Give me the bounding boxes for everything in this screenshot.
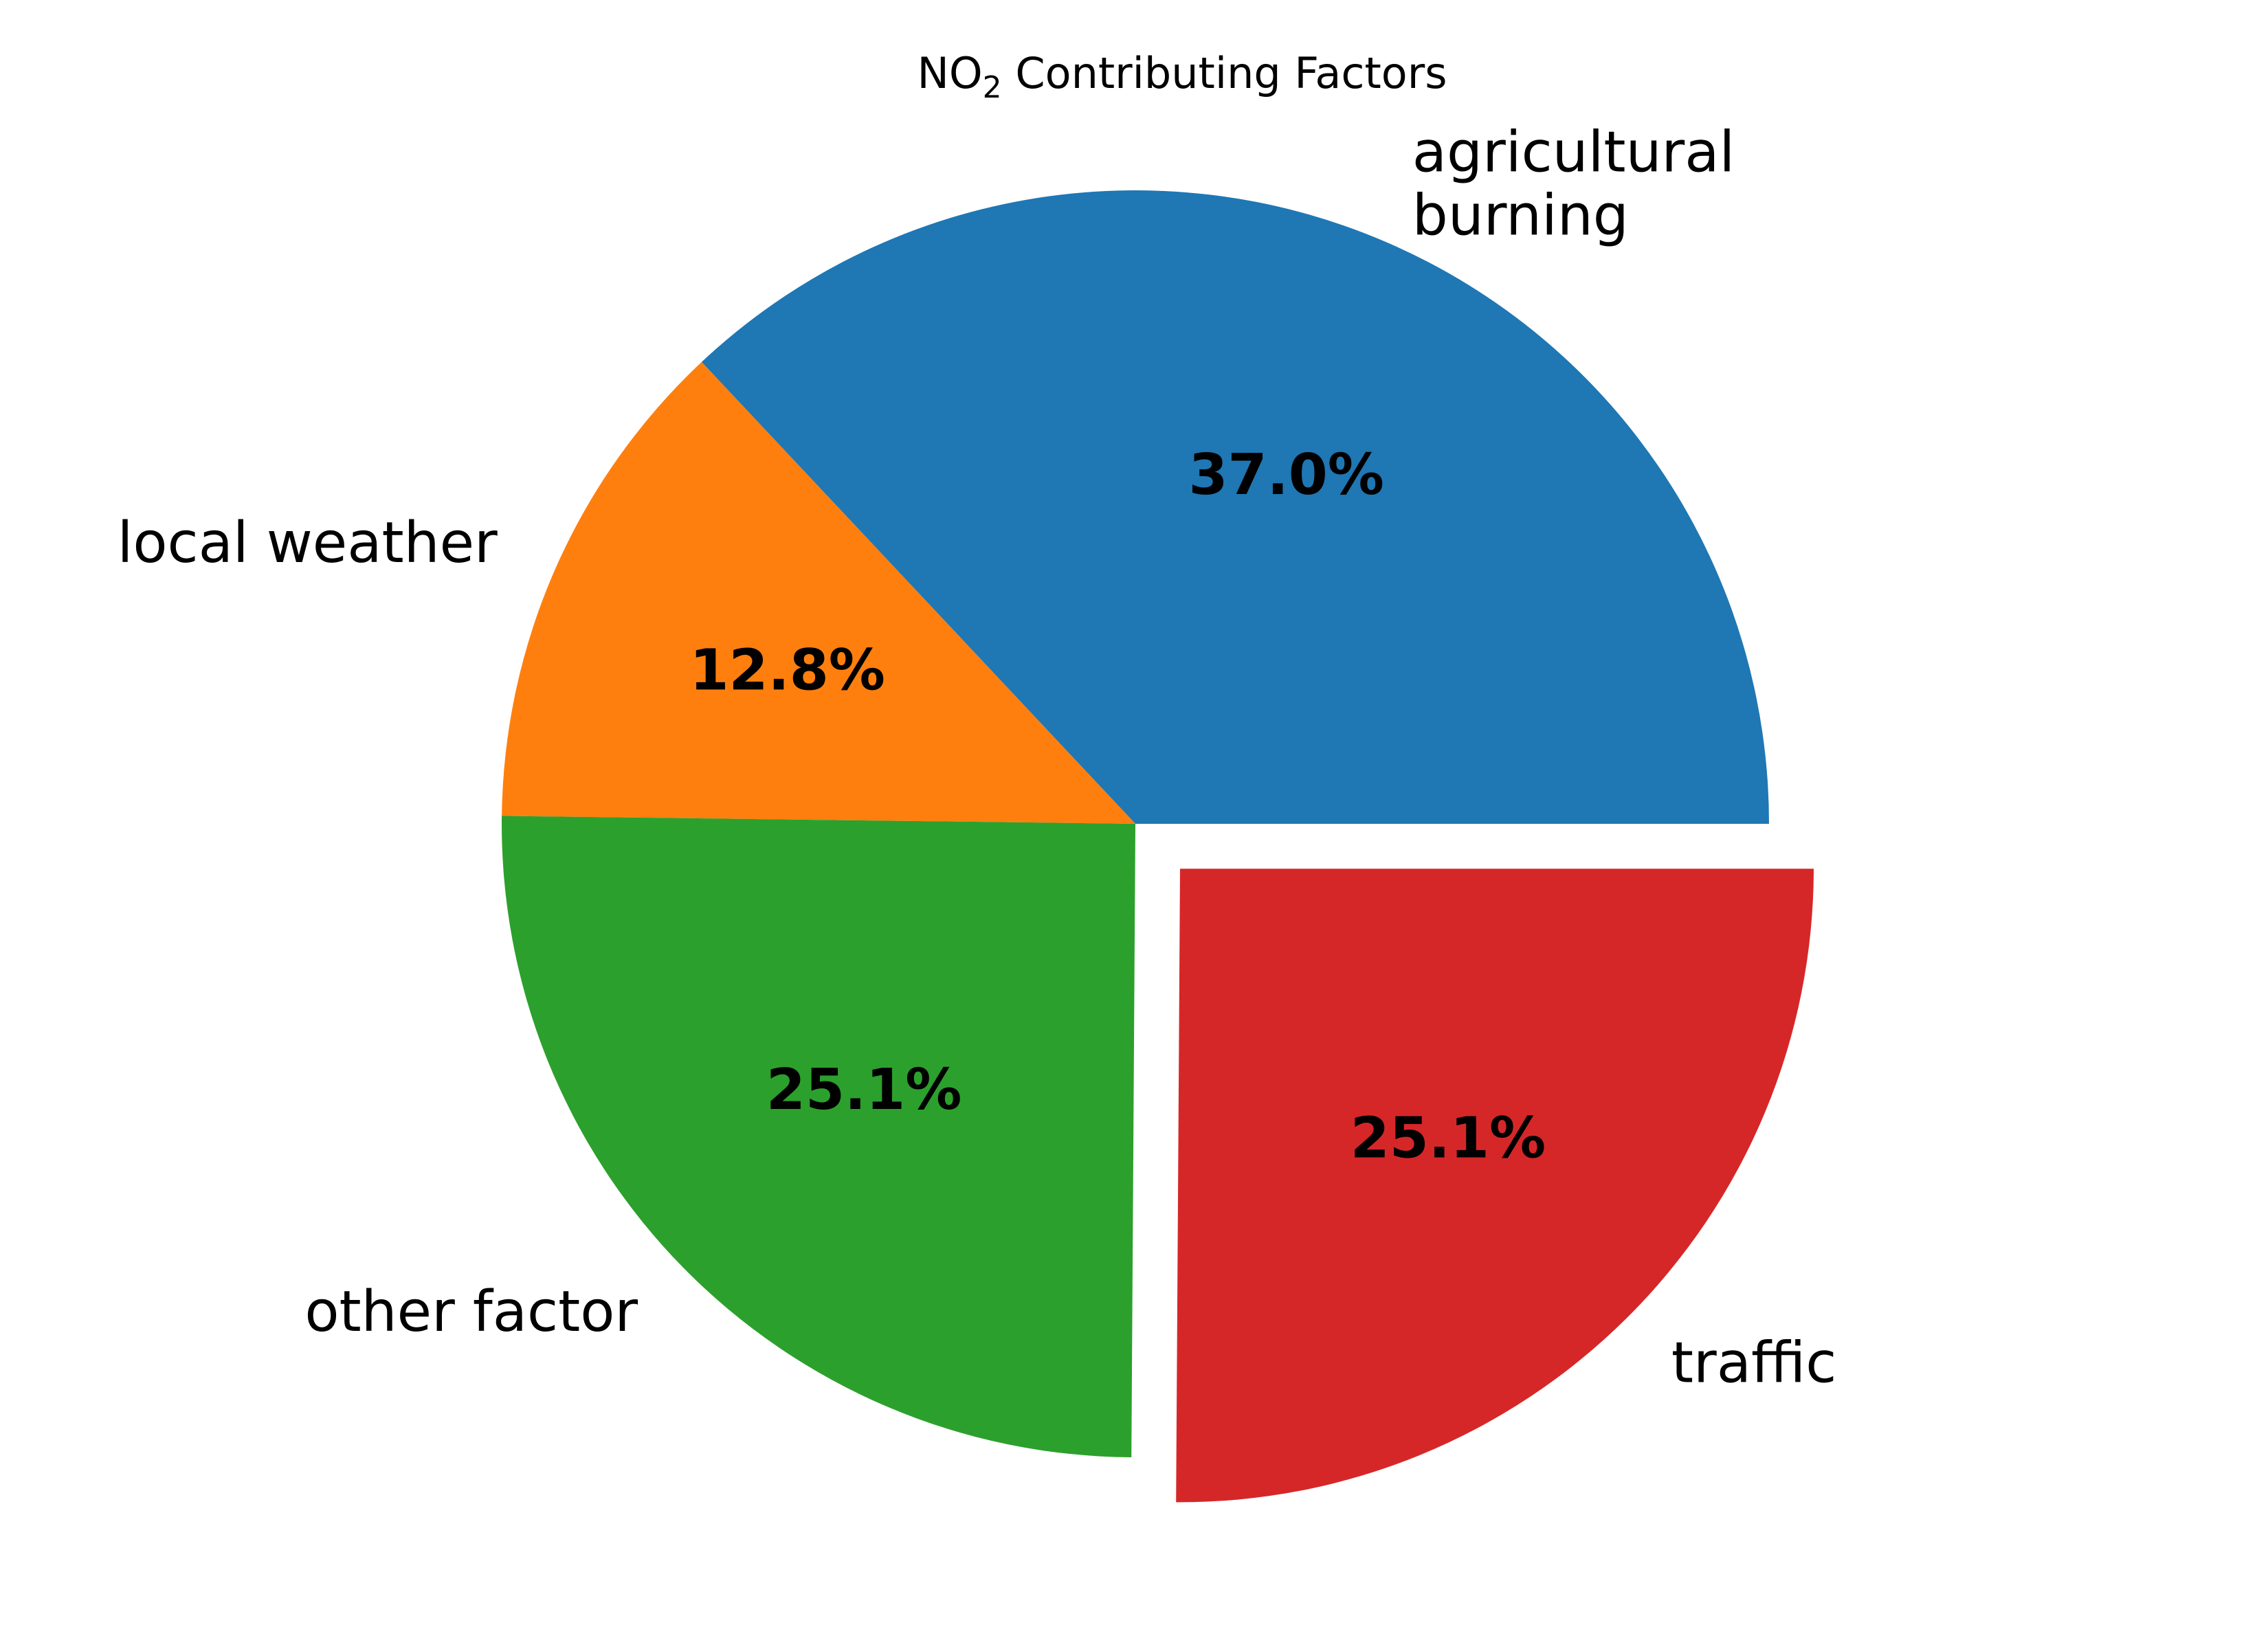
pie-percent-label-traffic: 25.1%	[1350, 1106, 1546, 1171]
pie-percent-label-local-weather: 12.8%	[689, 638, 885, 704]
chart-title: NO2 Contributing Factors	[917, 48, 1447, 105]
pie-slice-label-traffic: traffic	[1671, 1330, 1836, 1395]
pie-slice-label-line: traffic	[1671, 1330, 1836, 1395]
pie-percent-label-agricultural-burning: 37.0%	[1188, 442, 1383, 508]
pie-slice-label-line: local weather	[118, 511, 498, 576]
pie-slice-label-line: agricultural	[1412, 120, 1735, 186]
pie-slice-traffic	[1176, 868, 1814, 1503]
pie-slice-local-weather	[502, 361, 1135, 824]
pie-slice-agricultural-burning	[701, 190, 1769, 824]
pie-slice-other-factor	[502, 816, 1135, 1457]
pie-slice-labels: agricultural burning local weather other fa…	[118, 120, 1837, 1396]
pie-slices	[502, 190, 1814, 1503]
pie-percent-labels: 37.0% 12.8% 25.1% 25.1%	[689, 442, 1546, 1171]
pie-slice-label-line: burning	[1412, 183, 1629, 249]
pie-slice-label-agricultural-burning: agricultural burning	[1412, 120, 1735, 249]
pie-slice-label-local-weather: local weather	[118, 511, 498, 576]
pie-percent-label-other-factor: 25.1%	[766, 1057, 961, 1123]
pie-slice-label-other-factor: other factor	[304, 1279, 638, 1345]
pie-slice-label-line: other factor	[304, 1279, 638, 1345]
chart-title-subscript: 2	[983, 70, 1002, 105]
